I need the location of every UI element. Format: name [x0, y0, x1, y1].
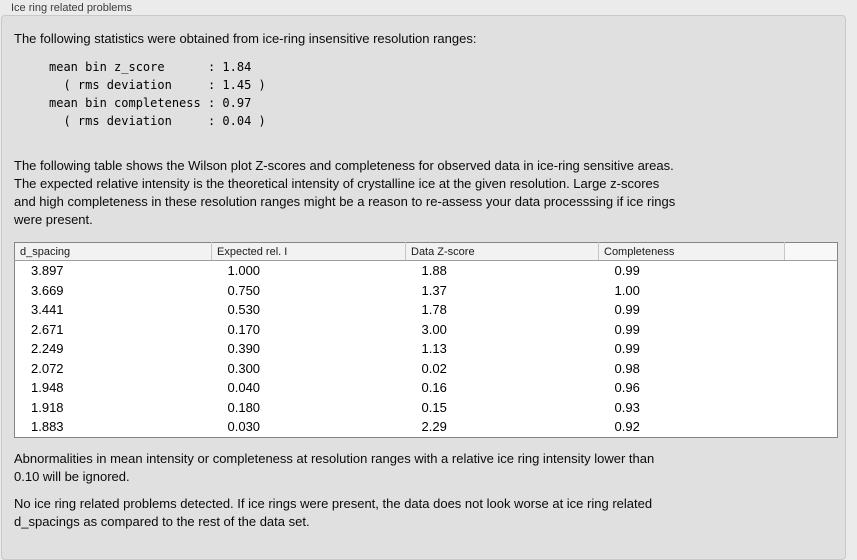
table-cell: 0.02 — [421, 360, 447, 376]
table-cell: 2.29 — [421, 419, 447, 434]
table-cell — [785, 378, 838, 398]
table-cell: 0.99 — [614, 263, 640, 278]
table-cell: 1.000 — [227, 263, 261, 278]
table-cell: 0.99 — [614, 321, 640, 337]
table-cell: 3.897 — [31, 263, 64, 278]
table-row[interactable]: 3.669 0.750 1.37 1.00 — [15, 281, 838, 301]
ice-table: d_spacing Expected rel. I Data Z-score Comp… — [14, 242, 838, 438]
table-cell: 1.883 — [31, 419, 64, 434]
table-intro-text: The following table shows the Wilson plo… — [14, 158, 676, 227]
table-row[interactable]: 1.918 0.180 0.15 0.93 — [15, 398, 838, 418]
ignore-note-text: Abnormalities in mean intensity or compl… — [14, 451, 655, 484]
table-cell: 0.030 — [227, 419, 261, 434]
table-row[interactable]: 3.897 1.000 1.88 0.99 — [15, 261, 838, 281]
ice-table-body: 3.897 1.000 1.88 0.99 3.669 0.750 1.37 1.00 3.44… — [15, 261, 838, 438]
table-cell: 0.15 — [421, 399, 447, 415]
table-cell: 3.00 — [421, 321, 447, 337]
table-cell: 3.441 — [31, 302, 64, 317]
header-row: d_spacing Expected rel. I Data Z-score Comp… — [14, 242, 838, 261]
table-row[interactable]: 1.948 0.040 0.16 0.96 — [15, 378, 838, 398]
table-cell: 1.948 — [31, 380, 64, 395]
table-row[interactable]: 2.671 0.170 3.00 0.99 — [15, 320, 838, 340]
column-header[interactable]: d_spacing — [14, 242, 212, 261]
table-cell: 0.16 — [421, 380, 447, 395]
table-cell: 0.530 — [227, 302, 261, 317]
table-row[interactable]: 2.249 0.390 1.13 0.99 — [15, 339, 838, 359]
table-cell: 3.669 — [31, 282, 64, 298]
table-cell — [785, 281, 838, 301]
panel-title: Ice ring related problems — [11, 2, 133, 14]
ice-ring-panel: The following statistics were obtained f… — [1, 15, 846, 560]
table-cell: 1.78 — [421, 302, 447, 317]
column-header[interactable] — [784, 242, 838, 261]
table-cell — [785, 320, 838, 340]
table-cell — [785, 261, 838, 281]
table-cell: 1.37 — [421, 282, 447, 298]
table-cell: 0.96 — [614, 380, 640, 395]
table-row[interactable]: 2.072 0.300 0.02 0.98 — [15, 359, 838, 379]
table-cell — [785, 417, 838, 437]
column-header[interactable]: Expected rel. I — [211, 242, 406, 261]
table-cell: 2.072 — [31, 360, 64, 376]
table-cell: 0.99 — [614, 302, 640, 317]
column-header[interactable]: Data Z-score — [405, 242, 599, 261]
table-cell: 0.170 — [227, 321, 261, 337]
table-row[interactable]: 1.883 0.030 2.29 0.92 — [15, 417, 838, 437]
table-row[interactable]: 3.441 0.530 1.78 0.99 — [15, 300, 838, 320]
table-cell: 2.671 — [31, 321, 64, 337]
table-cell: 0.98 — [614, 360, 640, 376]
table-cell — [785, 398, 838, 418]
table-cell: 0.92 — [614, 419, 640, 434]
table-cell: 0.93 — [614, 399, 640, 415]
table-cell: 0.750 — [227, 282, 261, 298]
table-cell: 1.88 — [421, 263, 447, 278]
table-cell: 2.249 — [31, 341, 64, 356]
result-note-text: No ice ring related problems detected. I… — [14, 496, 653, 529]
table-cell: 1.13 — [421, 341, 447, 356]
ice-table-header: d_spacing Expected rel. I Data Z-score Comp… — [14, 242, 838, 261]
table-cell: 0.99 — [614, 341, 640, 356]
table-cell: 0.180 — [227, 399, 261, 415]
stats-block: mean bin z_score : 1.84 ( rms deviation … — [49, 60, 266, 128]
table-cell: 0.040 — [227, 380, 261, 395]
column-header[interactable]: Completeness — [598, 242, 785, 261]
table-cell: 0.390 — [227, 341, 261, 356]
table-cell — [785, 300, 838, 320]
intro-text: The following statistics were obtained f… — [14, 31, 477, 46]
table-cell: 0.300 — [227, 360, 261, 376]
table-cell — [785, 339, 838, 359]
table-cell: 1.00 — [614, 282, 640, 298]
table-cell: 1.918 — [31, 399, 64, 415]
table-cell — [785, 359, 838, 379]
